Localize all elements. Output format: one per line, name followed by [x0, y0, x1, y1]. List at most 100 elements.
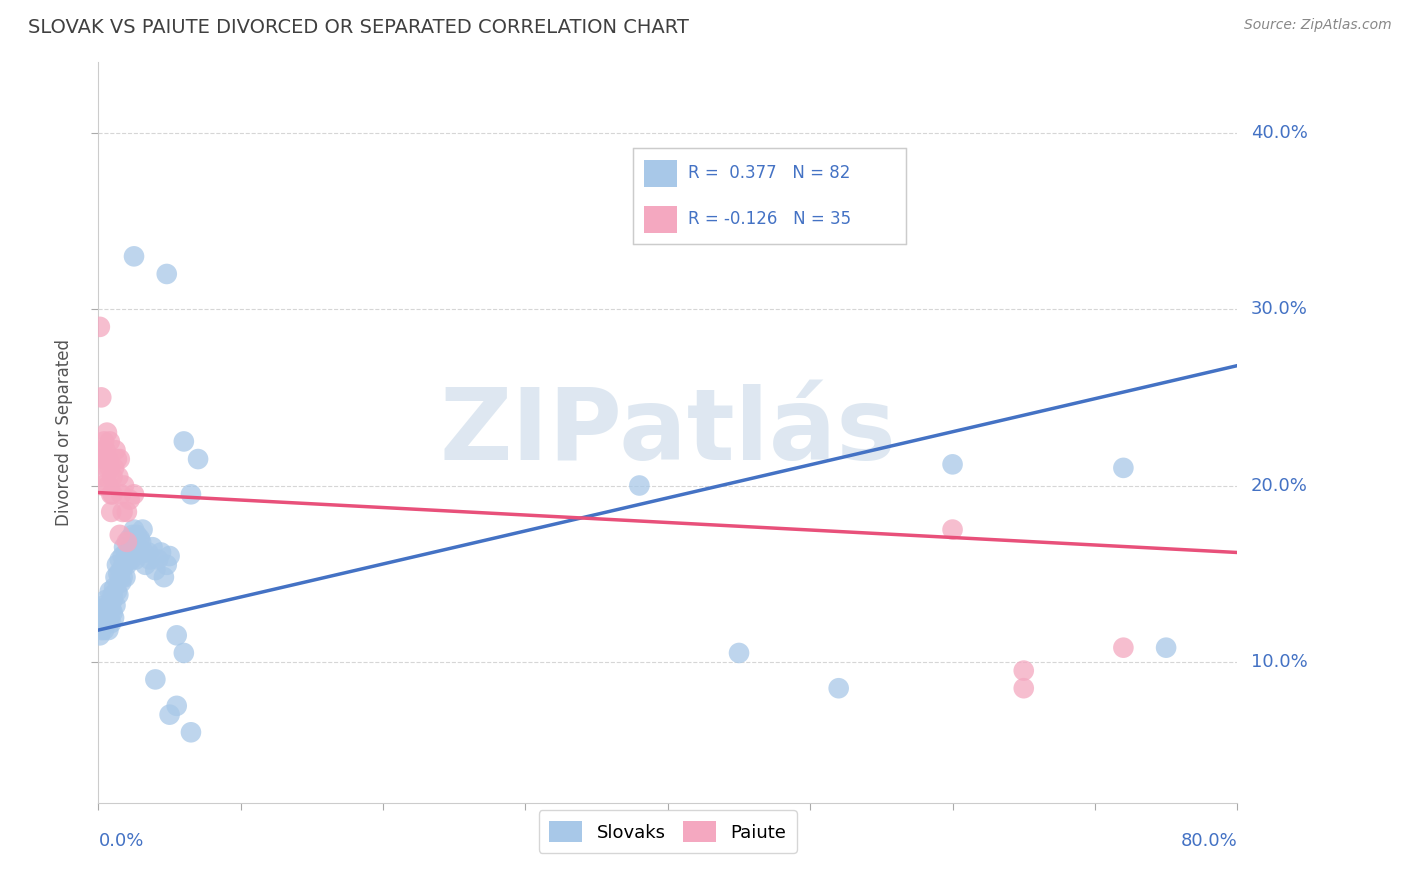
Point — [118, 492, 141, 507]
Point — [118, 549, 141, 563]
Point — [97, 623, 120, 637]
Point — [93, 599, 115, 613]
Point — [108, 452, 131, 467]
Point — [828, 681, 851, 696]
Point — [131, 523, 153, 537]
Point — [166, 698, 188, 713]
Point — [148, 552, 170, 566]
Point — [98, 461, 121, 475]
Point — [115, 545, 138, 559]
Point — [159, 549, 181, 563]
Point — [105, 452, 128, 467]
Point — [1112, 640, 1135, 655]
Point — [97, 478, 120, 492]
Point — [96, 606, 118, 620]
Point — [91, 478, 114, 492]
Point — [94, 593, 117, 607]
Point — [153, 570, 176, 584]
Point — [89, 619, 111, 633]
Point — [107, 588, 129, 602]
Point — [112, 540, 135, 554]
Point — [166, 628, 188, 642]
Point — [121, 528, 143, 542]
Point — [114, 552, 136, 566]
Text: 80.0%: 80.0% — [1181, 832, 1237, 850]
Point — [112, 478, 135, 492]
Text: ZIPatlás: ZIPatlás — [440, 384, 896, 481]
Point — [114, 570, 136, 584]
Text: 40.0%: 40.0% — [1251, 124, 1308, 142]
Point — [141, 540, 163, 554]
Point — [127, 540, 149, 554]
Point — [180, 487, 202, 501]
Point — [90, 390, 112, 404]
Point — [105, 558, 128, 572]
Point — [132, 545, 155, 559]
Point — [942, 523, 965, 537]
Point — [117, 552, 139, 566]
Point — [117, 535, 139, 549]
Point — [111, 549, 134, 563]
Text: SLOVAK VS PAIUTE DIVORCED OR SEPARATED CORRELATION CHART: SLOVAK VS PAIUTE DIVORCED OR SEPARATED C… — [28, 18, 689, 37]
Point — [101, 588, 124, 602]
Point — [121, 545, 143, 559]
Point — [125, 528, 148, 542]
Point — [108, 552, 131, 566]
Point — [159, 707, 181, 722]
Point — [122, 540, 145, 554]
Point — [628, 478, 651, 492]
Point — [110, 575, 132, 590]
Point — [173, 434, 195, 449]
Point — [110, 563, 132, 577]
Point — [134, 558, 156, 572]
Point — [96, 461, 118, 475]
Text: 20.0%: 20.0% — [1251, 476, 1308, 494]
Point — [96, 425, 118, 440]
Point — [91, 615, 114, 630]
Point — [101, 606, 124, 620]
Point — [103, 610, 125, 624]
Point — [136, 545, 159, 559]
Point — [180, 725, 202, 739]
Point — [156, 558, 179, 572]
Point — [96, 615, 118, 630]
Point — [100, 487, 122, 501]
Point — [111, 570, 134, 584]
Point — [150, 545, 173, 559]
Point — [98, 434, 121, 449]
Point — [187, 452, 209, 467]
Point — [94, 610, 117, 624]
Text: 30.0%: 30.0% — [1251, 301, 1308, 318]
Point — [107, 469, 129, 483]
Point — [94, 469, 117, 483]
Point — [110, 487, 132, 501]
Point — [122, 249, 145, 263]
Point — [97, 599, 120, 613]
Point — [90, 443, 112, 458]
Point — [104, 599, 127, 613]
Point — [91, 452, 114, 467]
Point — [104, 570, 127, 584]
Point — [129, 535, 152, 549]
Point — [89, 610, 111, 624]
Point — [93, 623, 115, 637]
Point — [1012, 681, 1035, 696]
Point — [728, 646, 751, 660]
Point — [122, 487, 145, 501]
FancyBboxPatch shape — [644, 206, 678, 233]
Point — [89, 628, 111, 642]
Point — [104, 443, 127, 458]
Point — [108, 570, 131, 584]
Point — [1012, 664, 1035, 678]
Point — [1154, 640, 1177, 655]
Point — [100, 602, 122, 616]
Point — [124, 535, 146, 549]
Point — [156, 267, 179, 281]
Point — [103, 581, 125, 595]
Point — [97, 452, 120, 467]
Point — [98, 584, 121, 599]
Point — [120, 552, 142, 566]
Point — [101, 593, 124, 607]
Point — [108, 528, 131, 542]
Point — [145, 563, 167, 577]
